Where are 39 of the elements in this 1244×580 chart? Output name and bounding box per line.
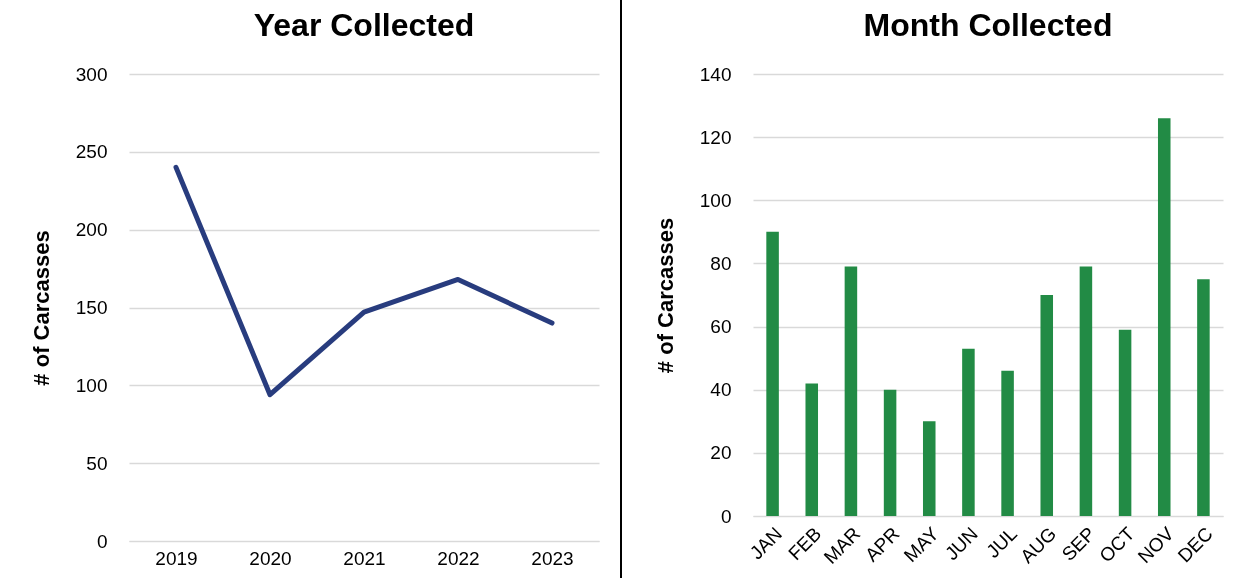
x-tick-label: SEP: [1057, 523, 1100, 565]
chart-title: Year Collected: [253, 7, 475, 43]
bar: [922, 421, 936, 516]
y-axis-title: # of Carcasses: [652, 217, 678, 374]
y-tick-label: 20: [710, 442, 732, 464]
x-tick-label: 2020: [249, 547, 292, 569]
y-tick-label: 0: [720, 505, 732, 527]
x-tick-label: JAN: [745, 523, 787, 564]
y-tick-label: 100: [699, 189, 732, 211]
bar: [1079, 266, 1093, 516]
bar: [766, 231, 779, 516]
bar: [1040, 295, 1054, 516]
y-axis-title: # of Carcasses: [28, 230, 54, 386]
y-tick-label: 100: [75, 374, 108, 396]
y-tick-label: 300: [75, 63, 108, 85]
bar: [844, 266, 858, 516]
y-tick-label: 80: [710, 252, 732, 274]
bar: [1157, 118, 1171, 516]
y-tick-label: 250: [75, 141, 108, 163]
y-tick-label: 150: [75, 297, 108, 318]
y-tick-label: 0: [96, 530, 108, 552]
x-tick-label: 2021: [343, 547, 386, 569]
y-tick-label: 200: [75, 219, 108, 241]
bar: [1197, 279, 1210, 516]
bar: [883, 389, 897, 516]
y-tick-label: 140: [699, 63, 732, 85]
bar: [1001, 370, 1014, 516]
x-tick-label: 2022: [437, 547, 480, 569]
y-tick-label: 60: [710, 316, 732, 338]
chart-title: Month Collected: [863, 7, 1113, 43]
y-tick-label: 120: [699, 126, 732, 148]
bar: [1118, 329, 1132, 516]
x-tick-label: 2023: [531, 547, 574, 569]
x-tick-label: JUL: [982, 523, 1022, 562]
bar: [962, 348, 975, 516]
y-tick-label: 50: [86, 452, 108, 474]
x-tick-label: 2019: [155, 547, 198, 569]
bar: [805, 383, 819, 516]
y-tick-label: 40: [710, 379, 732, 401]
